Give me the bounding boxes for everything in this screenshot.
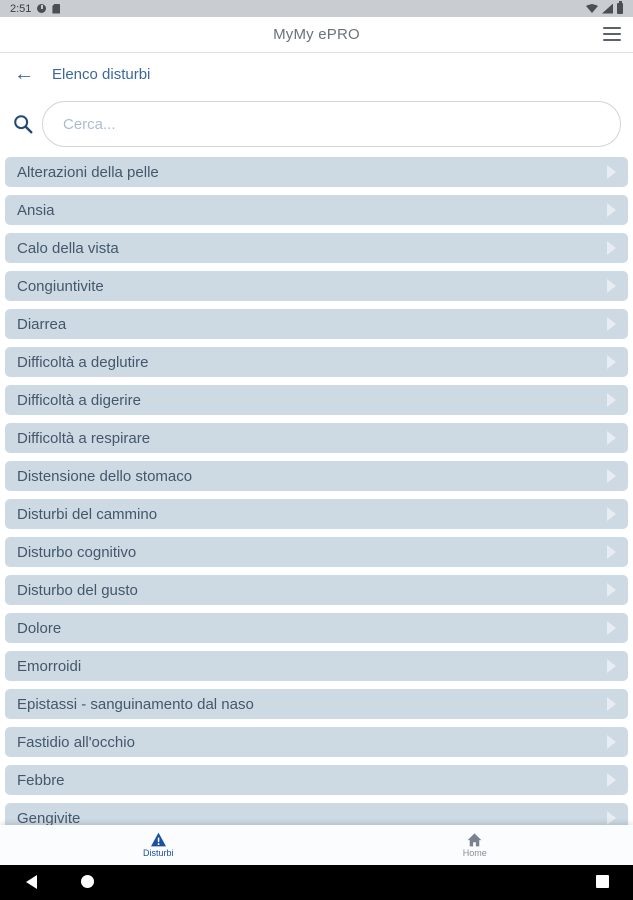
nav-tab-disturbi[interactable]: Disturbi [0,825,317,865]
hamburger-menu-icon[interactable] [603,27,621,41]
list-item-label: Distensione dello stomaco [17,467,193,485]
android-nav-bar [0,865,633,900]
list-item[interactable]: Calo della vista [5,233,628,263]
page-header: ← Elenco disturbi [0,54,633,94]
nav-tab-label: Home [462,848,487,858]
list-item-label: Disturbi del cammino [17,505,158,523]
list-item[interactable]: Difficoltà a digerire [5,385,628,415]
nav-tab-home[interactable]: Home [317,825,633,865]
status-bar-right [586,1,623,14]
bottom-nav: Disturbi Home [0,825,633,865]
chevron-right-icon [607,469,616,483]
list-item[interactable]: Febbre [5,765,628,795]
list-item-label: Diarrea [17,315,67,333]
app-title: MyMy ePRO [273,26,360,43]
list-item[interactable]: Disturbo cognitivo [5,537,628,567]
app-bar: MyMy ePRO [0,17,633,53]
chevron-right-icon [607,735,616,749]
chevron-right-icon [607,659,616,673]
wifi-icon [586,4,598,13]
home-icon [467,833,482,847]
list-item-label: Difficoltà a deglutire [17,353,149,371]
list-item[interactable]: Dolore [5,613,628,643]
android-back-icon[interactable] [26,875,37,889]
clock: 2:51 [10,2,32,15]
chevron-right-icon [607,431,616,445]
list-item[interactable]: Gengivite [5,803,628,825]
list-item[interactable]: Epistassi - sanguinamento dal naso [5,689,628,719]
android-home-icon[interactable] [81,875,94,888]
list-item-label: Difficoltà a respirare [17,429,151,447]
data-saver-icon [37,4,47,13]
list-item-label: Febbre [17,771,65,789]
list-item[interactable]: Emorroidi [5,651,628,681]
chevron-right-icon [607,545,616,559]
battery-icon [617,1,623,14]
list-item[interactable]: Alterazioni della pelle [5,157,628,187]
list-item[interactable]: Difficoltà a respirare [5,423,628,453]
list-item-label: Epistassi - sanguinamento dal naso [17,695,254,713]
list-item[interactable]: Ansia [5,195,628,225]
search-bar [0,94,633,154]
status-bar-left: 2:51 [10,2,61,15]
search-input[interactable] [42,101,621,147]
list-item-label: Emorroidi [17,657,82,675]
chevron-right-icon [607,507,616,521]
list-item-label: Gengivite [17,809,81,826]
list-item-label: Difficoltà a digerire [17,391,141,409]
chevron-right-icon [607,241,616,255]
list-item[interactable]: Fastidio all'occhio [5,727,628,757]
chevron-right-icon [607,773,616,787]
status-bar: 2:51 [0,0,633,17]
signal-icon [602,3,613,14]
list-item-label: Dolore [17,619,62,637]
list-item-label: Ansia [17,201,55,219]
chevron-right-icon [607,697,616,711]
chevron-right-icon [607,393,616,407]
chevron-right-icon [607,203,616,217]
warning-triangle-icon [150,832,166,847]
list-item-label: Disturbo cognitivo [17,543,137,561]
page-title: Elenco disturbi [52,65,151,83]
nav-tab-label: Disturbi [142,848,174,858]
chevron-right-icon [607,621,616,635]
android-recents-icon[interactable] [596,875,609,888]
list-item[interactable]: Difficoltà a deglutire [5,347,628,377]
list-item-label: Congiuntivite [17,277,104,295]
list-item-label: Fastidio all'occhio [17,733,135,751]
search-icon [14,115,33,134]
chevron-right-icon [607,811,616,825]
back-button[interactable]: ← [14,63,34,85]
chevron-right-icon [607,355,616,369]
chevron-right-icon [607,583,616,597]
list-item[interactable]: Disturbi del cammino [5,499,628,529]
list-item[interactable]: Distensione dello stomaco [5,461,628,491]
list-item[interactable]: Congiuntivite [5,271,628,301]
list-item-label: Calo della vista [17,239,119,257]
chevron-right-icon [607,165,616,179]
list-item[interactable]: Diarrea [5,309,628,339]
chevron-right-icon [607,279,616,293]
list-item-label: Alterazioni della pelle [17,163,159,181]
chevron-right-icon [607,317,616,331]
symptom-list: Alterazioni della pelle Ansia Calo della v… [0,155,633,825]
list-item-label: Disturbo del gusto [17,581,138,599]
sim-icon [52,3,61,14]
list-item[interactable]: Disturbo del gusto [5,575,628,605]
